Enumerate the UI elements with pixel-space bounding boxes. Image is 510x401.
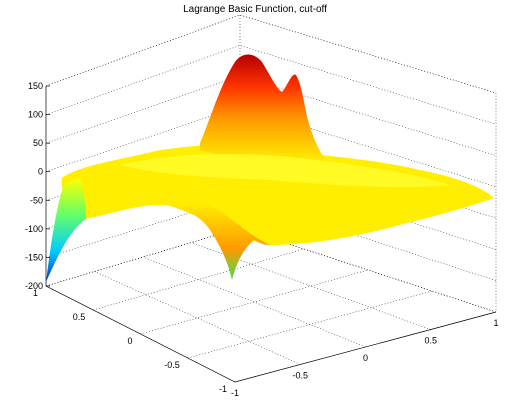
z-tick-label: 100: [28, 110, 43, 120]
z-tick-label: -50: [30, 195, 43, 205]
chart-title: Lagrange Basic Function, cut-off: [183, 4, 327, 15]
y-tick-label: -0.5: [164, 360, 180, 370]
z-gridline: [45, 14, 497, 94]
y-tick-label: -1: [219, 384, 227, 394]
y-tick-label: 0: [127, 336, 132, 346]
surface-dip: [170, 202, 270, 280]
x-tick-label: 0.5: [424, 336, 437, 346]
y-gridline: [234, 311, 497, 383]
y-gridline: [140, 269, 369, 335]
z-tick-label: 50: [33, 138, 43, 148]
y-axis-ticks: 1 0.5 0 -0.5 -1: [33, 288, 227, 394]
x-axis-ticks: -1 -0.5 0 0.5 1: [231, 318, 499, 398]
surface-trough: [46, 178, 86, 282]
y-tick-label: 1: [33, 288, 38, 298]
x-tick-label: -0.5: [292, 371, 308, 381]
x-tick-label: 0: [363, 353, 368, 363]
z-tick-label: -100: [25, 224, 43, 234]
surface: [46, 54, 495, 282]
z-axis-ticks: 150 100 50 0 -50 -100 -150 -200: [25, 81, 50, 291]
x-gridline: [191, 242, 431, 330]
y-gridline: [187, 290, 433, 359]
x-gridline: [94, 271, 301, 365]
surface-highlight: [120, 154, 450, 188]
x-tick-label: -1: [231, 388, 239, 398]
z-tick-label: -150: [25, 252, 43, 262]
x-tick-label: 1: [493, 318, 498, 328]
surface-peak: [200, 54, 326, 162]
z-gridline: [45, 75, 497, 156]
z-tick-label: 0: [38, 167, 43, 177]
z-tick-label: -200: [25, 281, 43, 291]
y-tick-label: 0.5: [73, 312, 86, 322]
y-gridline: [93, 248, 305, 311]
x-gridline: [142, 256, 366, 348]
z-gridline: [45, 45, 497, 125]
y-gridline: [45, 227, 241, 287]
z-tick-label: 150: [28, 81, 43, 91]
